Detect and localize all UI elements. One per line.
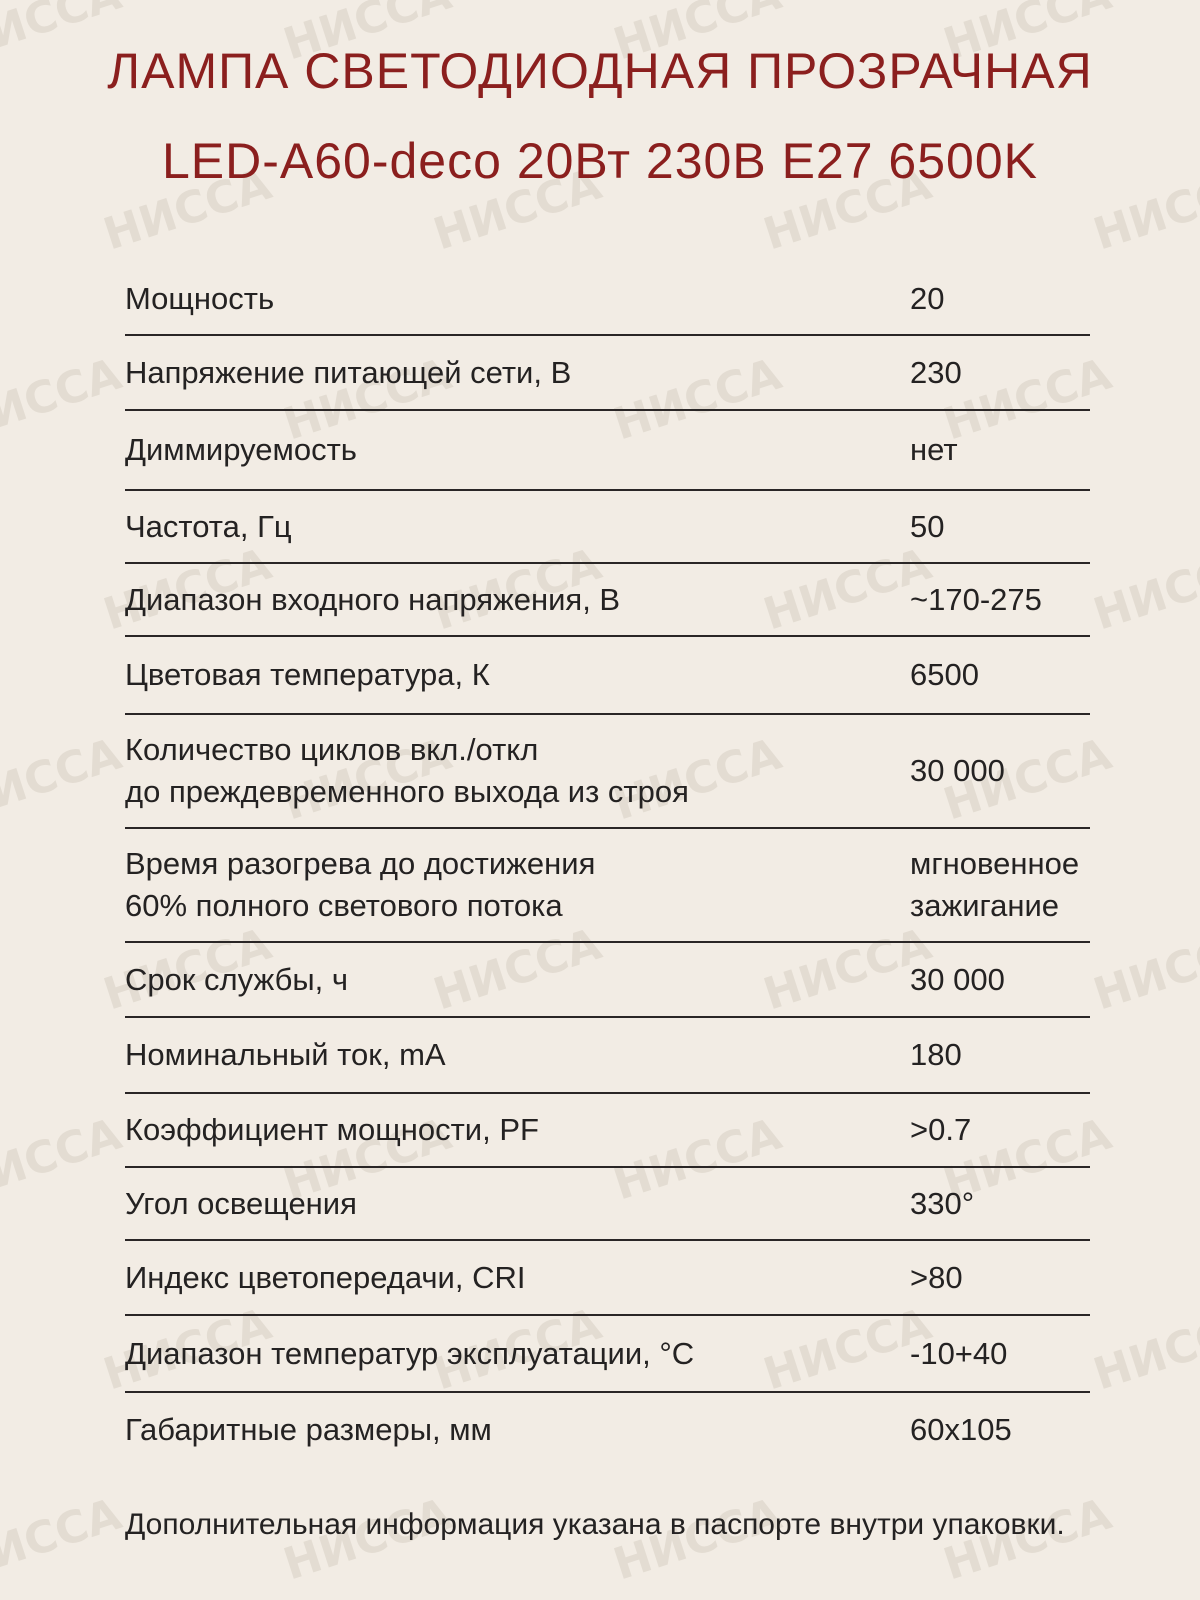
table-row: Количество циклов вкл./откл до преждевре… — [125, 714, 1090, 828]
row-label: Срок службы, ч — [125, 961, 348, 997]
watermark: НИССА — [1088, 919, 1200, 1021]
row-label: Диммируемость — [125, 432, 357, 467]
watermark: НИССА — [0, 1109, 127, 1211]
row-separator — [125, 334, 1090, 336]
title: LED-A60-deco 20Вт 230В E27 6500K — [161, 133, 1039, 189]
table-row: Коэффициент мощности, PF >0.7 — [125, 1093, 1090, 1167]
row-label: Диапазон температур эксплуатации, °С — [125, 1335, 695, 1371]
row-value: 230 — [910, 354, 962, 390]
watermark: НИССА — [0, 1489, 127, 1591]
watermark: НИССА — [0, 349, 127, 451]
row-label: Габаритные размеры, мм — [125, 1412, 492, 1447]
row-value: мгновенное зажигание — [910, 846, 1080, 923]
row-separator — [125, 562, 1090, 564]
table-row: Диммируемость нет — [125, 410, 1090, 490]
row-separator — [125, 1166, 1090, 1168]
table-row: Индекс цветопередачи, CRI >80 — [125, 1240, 1090, 1315]
row-value: -10+40 — [910, 1335, 1008, 1371]
table-row: Диапазон входного напряжения, В ~170-275 — [125, 563, 1090, 636]
row-label: Напряжение питающей сети, В — [125, 354, 572, 390]
row-label: Цветовая температура, К — [125, 657, 490, 692]
watermark: НИССА — [1088, 1299, 1200, 1401]
row-separator — [125, 409, 1090, 411]
watermark: НИССА — [1088, 539, 1200, 641]
row-separator — [125, 1016, 1090, 1018]
row-value: 30 000 — [910, 961, 1005, 997]
row-value: >0.7 — [910, 1112, 972, 1147]
row-label: Время разогрева до достижения 60% полног… — [125, 846, 596, 923]
row-label: Мощность — [125, 280, 275, 316]
row-value: нет — [910, 432, 958, 467]
table-row: Напряжение питающей сети, В 230 — [125, 335, 1090, 410]
row-value: >80 — [910, 1259, 963, 1295]
row-value: 60x105 — [910, 1412, 1012, 1447]
table-row: Угол освещения 330° — [125, 1167, 1090, 1240]
row-separator — [125, 1314, 1090, 1316]
row-value: 30 000 — [910, 753, 1005, 788]
watermark: НИССА — [0, 729, 127, 831]
row-label: Количество циклов вкл./откл до преждевре… — [125, 732, 689, 809]
row-label: Частота, Гц — [125, 508, 292, 544]
footer-note: Дополнительная информация указана в пасп… — [125, 1508, 1065, 1541]
row-value: 50 — [910, 508, 945, 544]
row-value: 330° — [910, 1185, 975, 1221]
row-separator — [125, 1092, 1090, 1094]
row-value: ~170-275 — [910, 581, 1042, 617]
row-separator — [125, 489, 1090, 491]
row-label: Угол освещения — [125, 1185, 357, 1221]
row-separator — [125, 1391, 1090, 1393]
row-separator — [125, 941, 1090, 943]
title: ЛАМПА СВЕТОДИОДНАЯ ПРОЗРАЧНАЯ — [107, 43, 1093, 99]
table-row: Время разогрева до достижения 60% полног… — [125, 828, 1090, 942]
row-separator — [125, 635, 1090, 637]
row-separator — [125, 1239, 1090, 1241]
row-separator — [125, 713, 1090, 715]
row-label: Индекс цветопередачи, CRI — [125, 1259, 526, 1295]
row-label: Диапазон входного напряжения, В — [125, 581, 621, 617]
table-row: Диапазон температур эксплуатации, °С -10+… — [125, 1315, 1090, 1392]
row-separator — [125, 827, 1090, 829]
row-value: 20 — [910, 280, 945, 316]
row-value: 180 — [910, 1037, 962, 1072]
row-value: 6500 — [910, 657, 979, 692]
table-row: Габаритные размеры, мм 60x105 — [125, 1392, 1090, 1468]
row-label: Коэффициент мощности, PF — [125, 1112, 539, 1147]
table-row: Номинальный ток, mA 180 — [125, 1017, 1090, 1093]
table-row: Цветовая температура, К 6500 — [125, 636, 1090, 714]
table-row: Мощность 20 — [125, 262, 1090, 335]
row-label: Номинальный ток, mA — [125, 1037, 446, 1072]
table-row: Срок службы, ч 30 000 — [125, 942, 1090, 1017]
table-row: Частота, Гц 50 — [125, 490, 1090, 563]
